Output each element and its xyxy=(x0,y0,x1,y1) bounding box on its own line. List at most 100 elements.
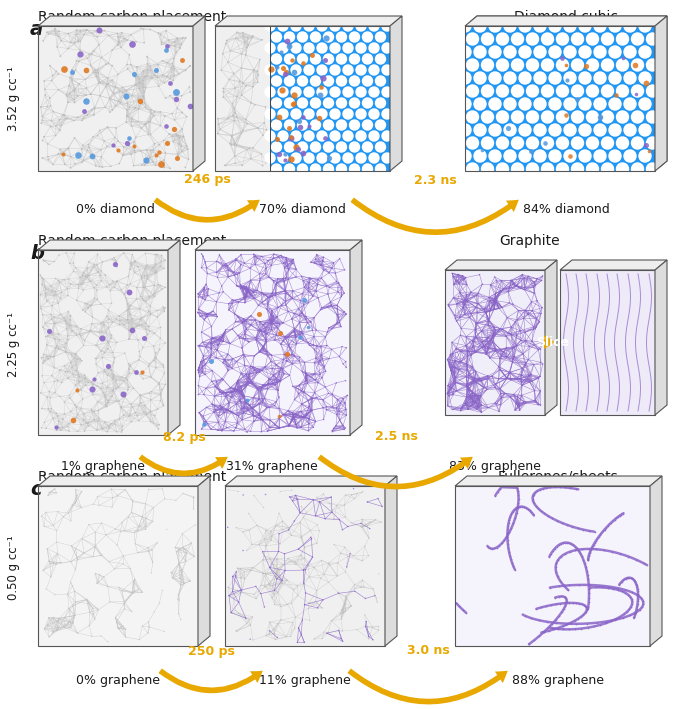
Point xyxy=(515,501,526,513)
Point xyxy=(171,152,182,164)
Point xyxy=(479,303,490,315)
Point xyxy=(457,297,468,308)
Point xyxy=(218,286,229,297)
Point xyxy=(591,544,602,555)
Point xyxy=(274,413,285,424)
Point xyxy=(78,155,89,166)
Point xyxy=(206,355,216,367)
Point xyxy=(292,493,303,505)
Point xyxy=(287,358,298,369)
Point xyxy=(90,359,101,370)
Point xyxy=(558,603,569,614)
Point xyxy=(236,368,247,379)
Point xyxy=(124,49,135,60)
Text: Random carbon placement: Random carbon placement xyxy=(38,470,226,484)
Point xyxy=(484,352,495,364)
Point xyxy=(349,583,360,594)
Circle shape xyxy=(336,32,347,42)
Point xyxy=(103,78,114,89)
Point xyxy=(490,398,501,409)
Circle shape xyxy=(349,164,360,174)
Circle shape xyxy=(369,21,379,31)
Point xyxy=(281,252,292,263)
Point xyxy=(362,496,373,508)
Point xyxy=(241,323,252,335)
Point xyxy=(630,89,641,100)
Point xyxy=(312,279,323,290)
Point xyxy=(93,405,104,416)
Point xyxy=(266,324,277,335)
Point xyxy=(314,496,325,508)
Point xyxy=(323,627,334,638)
Point xyxy=(89,373,100,384)
Text: Fullerenes/sheets: Fullerenes/sheets xyxy=(497,470,619,484)
Point xyxy=(254,54,265,65)
Point xyxy=(162,138,173,149)
Point xyxy=(258,379,269,391)
Point xyxy=(127,313,138,325)
Point xyxy=(107,316,118,328)
Point xyxy=(556,517,567,528)
Point xyxy=(171,546,182,557)
Point xyxy=(96,151,107,162)
Point xyxy=(271,396,282,407)
Point xyxy=(352,488,363,499)
Point xyxy=(126,507,137,518)
Point xyxy=(592,533,603,545)
Point xyxy=(523,639,534,650)
Point xyxy=(238,313,249,325)
Point xyxy=(318,73,329,84)
Point xyxy=(259,550,270,562)
Point xyxy=(72,90,83,101)
Point xyxy=(558,580,569,591)
Circle shape xyxy=(594,46,606,58)
Point xyxy=(281,272,292,284)
Polygon shape xyxy=(465,16,667,26)
Point xyxy=(582,604,593,615)
Point xyxy=(356,521,366,532)
Point xyxy=(298,564,309,576)
Point xyxy=(53,250,64,261)
Point xyxy=(121,84,132,96)
Polygon shape xyxy=(195,240,362,250)
Point xyxy=(471,302,482,313)
Point xyxy=(283,522,294,533)
Point xyxy=(282,35,292,47)
Point xyxy=(141,144,152,155)
Point xyxy=(47,612,58,623)
Point xyxy=(138,92,149,104)
Point xyxy=(462,350,473,362)
Point xyxy=(306,257,316,268)
Point xyxy=(286,530,297,541)
Point xyxy=(519,501,530,513)
Point xyxy=(49,387,60,398)
Point xyxy=(475,390,486,401)
Point xyxy=(144,621,155,632)
Polygon shape xyxy=(445,270,545,415)
Point xyxy=(182,547,192,559)
Point xyxy=(571,618,582,630)
Circle shape xyxy=(519,46,531,58)
Point xyxy=(104,279,115,290)
Point xyxy=(266,530,277,542)
Point xyxy=(143,321,154,333)
Circle shape xyxy=(459,98,471,110)
Point xyxy=(560,592,571,603)
Point xyxy=(206,350,216,361)
Point xyxy=(90,67,101,78)
Point xyxy=(458,270,469,281)
Point xyxy=(120,484,131,496)
Point xyxy=(506,374,516,386)
Point xyxy=(110,523,121,535)
Point xyxy=(295,517,306,528)
Point xyxy=(273,546,284,557)
Point xyxy=(110,100,121,111)
Point xyxy=(127,116,138,127)
Circle shape xyxy=(278,21,288,31)
Point xyxy=(122,314,133,325)
Point xyxy=(271,553,282,564)
Point xyxy=(617,508,628,519)
Point xyxy=(76,403,87,414)
Circle shape xyxy=(512,33,523,45)
Polygon shape xyxy=(560,270,655,415)
